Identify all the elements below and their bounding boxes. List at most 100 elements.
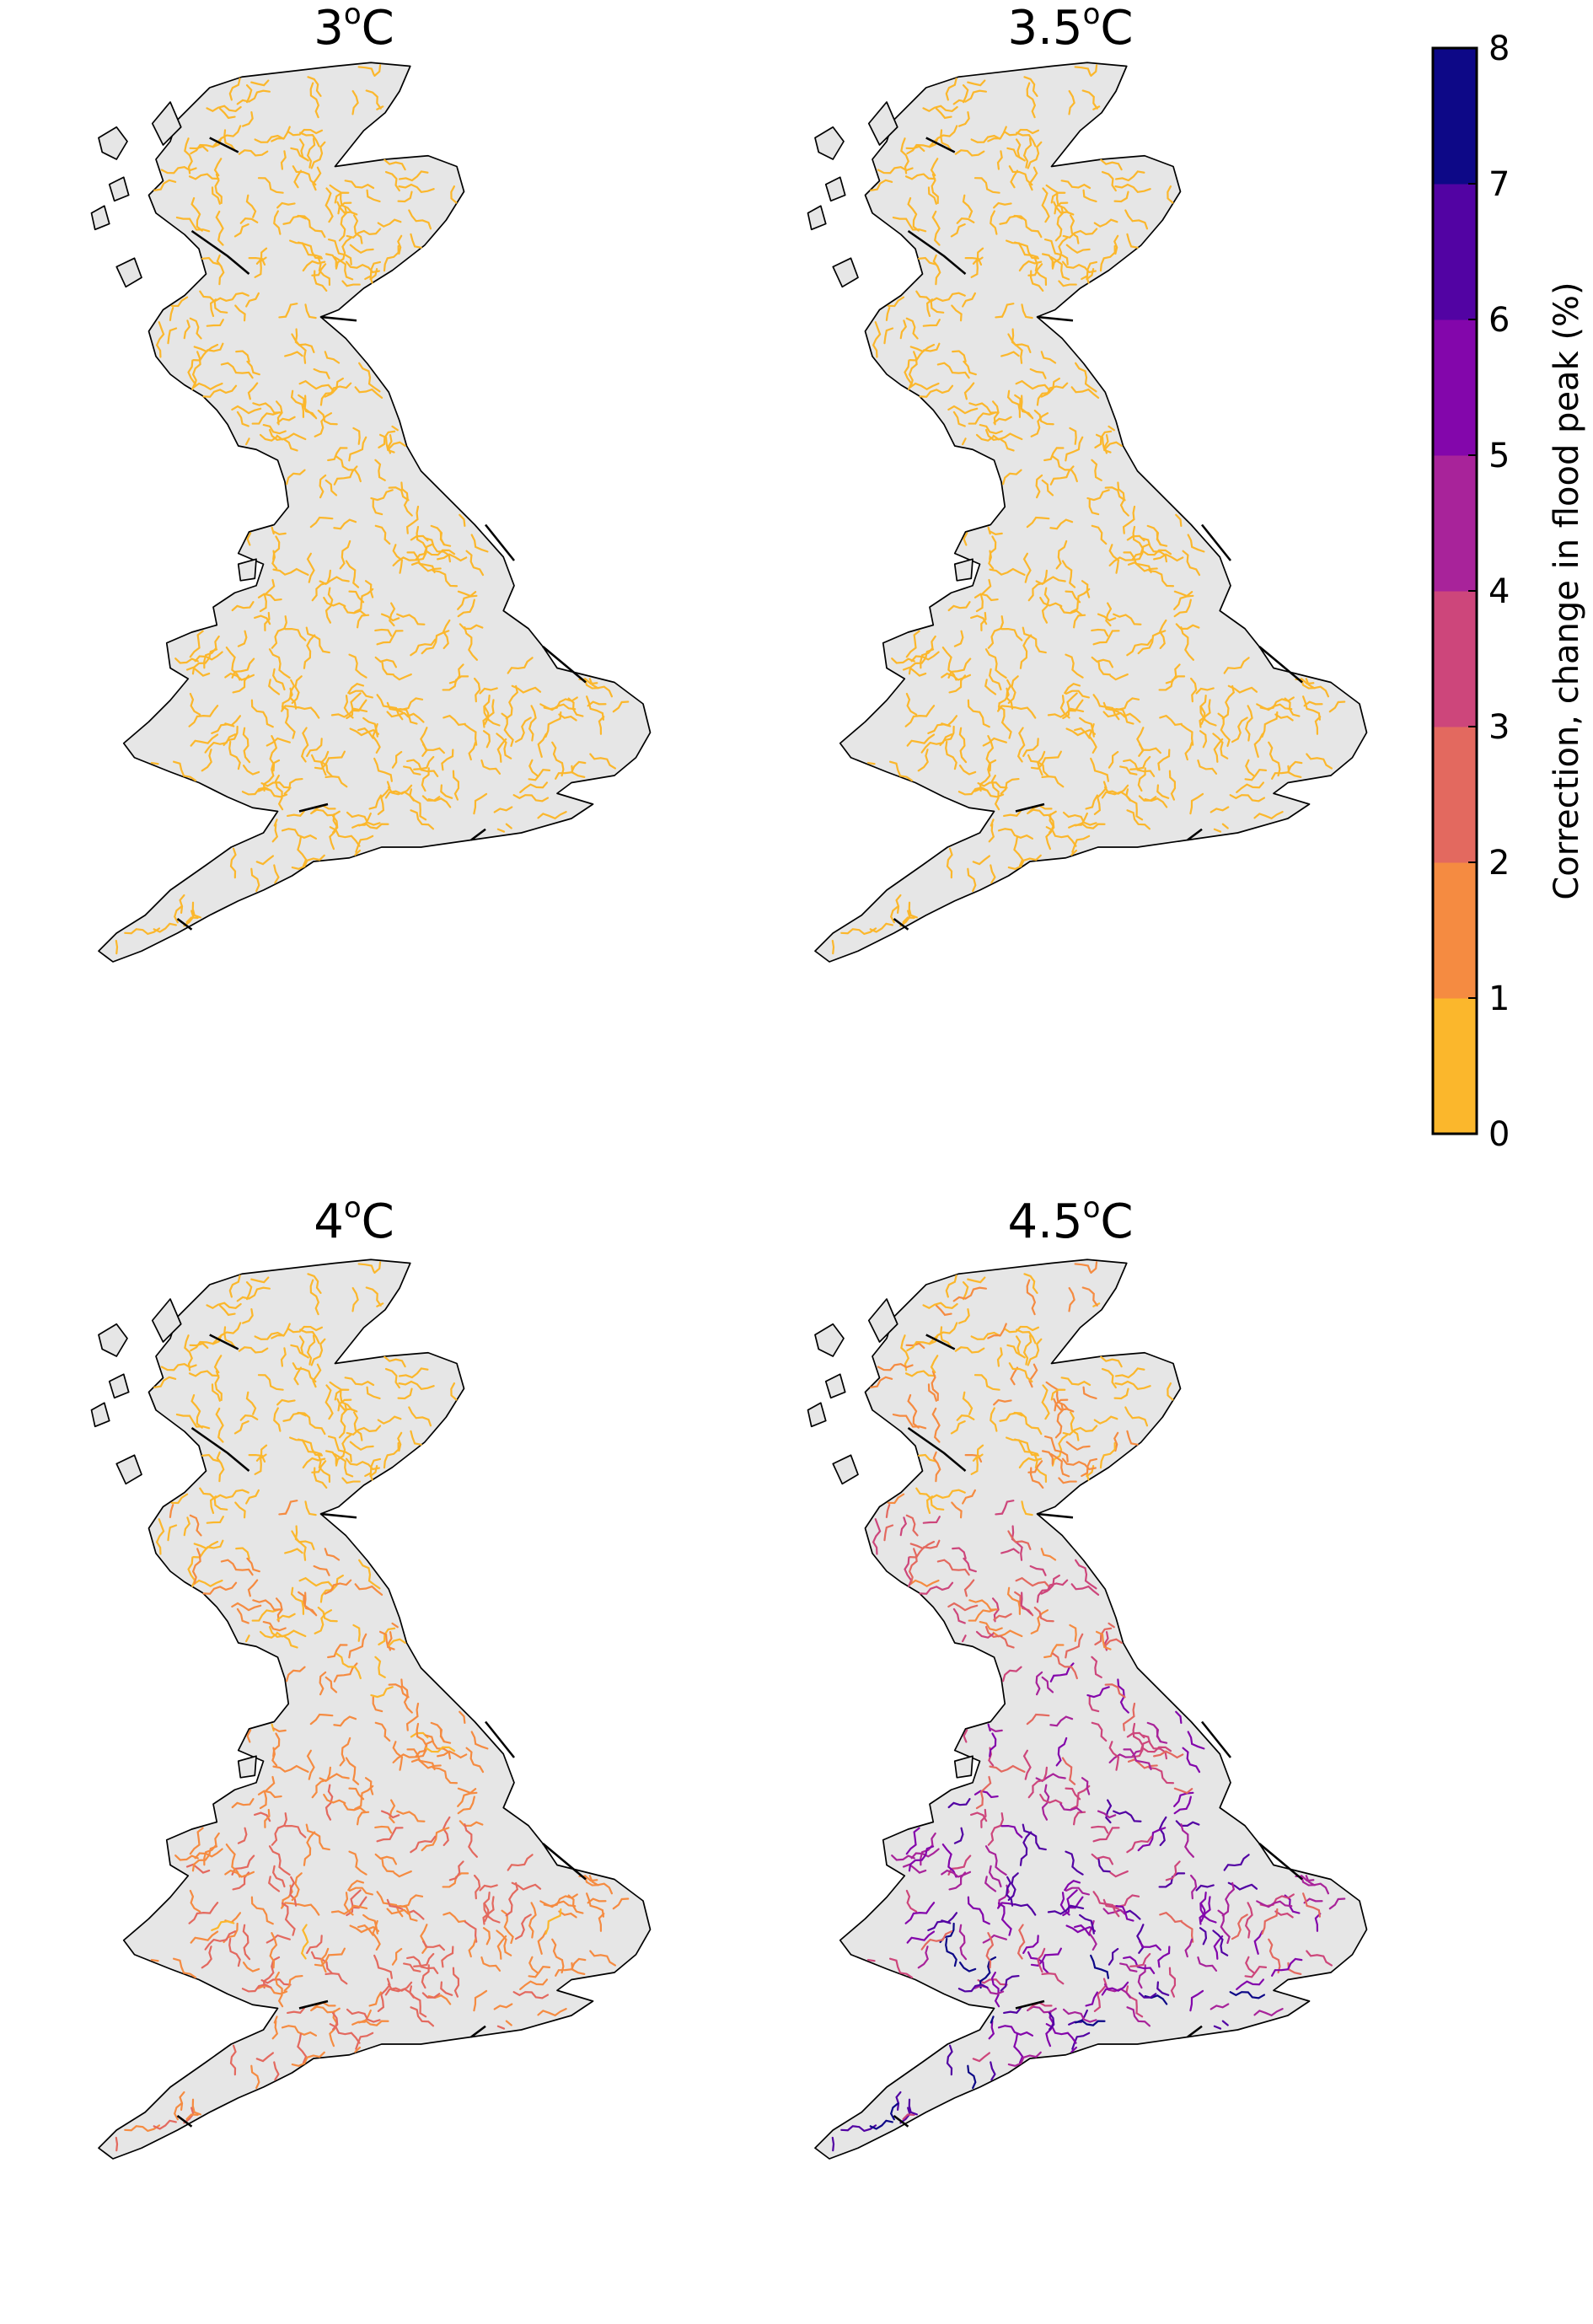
river-segment [493, 2003, 513, 2010]
river-segment [870, 1376, 893, 1388]
river-segment [225, 1844, 241, 1878]
river-segment [358, 2019, 389, 2026]
river-segment [218, 107, 236, 120]
river-segment [496, 733, 512, 759]
river-segment [268, 428, 298, 452]
river-segment [349, 727, 380, 737]
river-segment [957, 786, 989, 796]
river-segment [254, 1331, 285, 1340]
river-segment [370, 489, 394, 502]
river-segment [1118, 1962, 1138, 1972]
river-segment [974, 1984, 1005, 1995]
river-segment [1175, 1710, 1183, 1724]
river-segment [990, 2061, 996, 2081]
river-segment [381, 1858, 394, 1873]
river-segment [298, 379, 334, 391]
river-segment [612, 1897, 630, 1910]
river-segment [272, 1764, 309, 1774]
river-segment [915, 1487, 945, 1511]
river-segment [1114, 170, 1145, 182]
river-segment [947, 1602, 979, 1612]
river-segment [1027, 1951, 1049, 1974]
river-segment [528, 759, 539, 777]
river-segment [251, 411, 281, 425]
river-segment [1126, 2006, 1151, 2027]
river-segment [866, 1958, 876, 1962]
river-segment [967, 1276, 986, 1284]
river-segment [1041, 479, 1054, 496]
river-segment [1020, 394, 1032, 418]
river-segment [416, 543, 434, 561]
river-segment [587, 1897, 607, 1904]
river-segment [505, 823, 512, 829]
river-segment [1229, 794, 1266, 802]
river-segment [339, 1736, 351, 1767]
river-segment [353, 1411, 363, 1441]
colorbar-bin-7 [1433, 48, 1477, 185]
river-segment [257, 593, 282, 602]
river-segment [1102, 701, 1120, 713]
river-segment [482, 730, 491, 749]
river-segment [1108, 1947, 1119, 1966]
river-segment [1108, 1749, 1144, 1763]
river-segment [586, 1892, 605, 1918]
river-segment [1182, 1747, 1201, 1774]
river-segment [1097, 661, 1111, 676]
river-segment [945, 1937, 957, 1967]
river-segment [1028, 1363, 1038, 1388]
river-segment [1041, 253, 1054, 269]
river-segment [374, 628, 393, 637]
river-segment [410, 1430, 422, 1446]
river-segment [946, 847, 953, 879]
river-segment [473, 792, 488, 815]
river-segment [990, 864, 996, 884]
river-segment [519, 1978, 549, 1990]
river-segment [343, 695, 354, 719]
river-segment [297, 706, 320, 719]
river-segment [963, 532, 968, 546]
river-segment [908, 1845, 935, 1872]
river-segment [236, 1286, 271, 1302]
river-segment [357, 1924, 374, 1936]
river-segment [899, 2107, 911, 2124]
river-segment [1071, 835, 1091, 853]
river-segment [245, 1391, 257, 1415]
river-segment [870, 179, 893, 191]
river-segment [956, 1414, 975, 1421]
river-segment [920, 1930, 953, 1951]
river-segment [984, 648, 1007, 679]
river-segment [997, 828, 1033, 840]
river-segment [990, 818, 995, 827]
river-segment [333, 1715, 357, 1727]
river-segment [421, 795, 441, 802]
river-segment [298, 1576, 334, 1588]
river-segment [1124, 209, 1149, 230]
river-segment [1068, 812, 1088, 829]
river-segment [244, 1634, 250, 1643]
river-segment [245, 1281, 253, 1301]
river-segment [309, 82, 320, 119]
river-segment [918, 256, 937, 266]
river-segment [1091, 524, 1108, 545]
river-segment [239, 1414, 259, 1421]
river-segment [1123, 712, 1141, 723]
river-segment [311, 263, 327, 276]
river-segment [391, 1947, 403, 1966]
river-segment [1268, 741, 1281, 777]
river-segment [922, 319, 941, 327]
river-segment [1109, 673, 1129, 681]
river-segment [257, 1984, 288, 1995]
river-segment [1049, 1715, 1074, 1727]
river-segment [393, 1870, 412, 1878]
river-segment [300, 727, 309, 763]
river-segment [958, 727, 968, 764]
river-segment [215, 1407, 224, 1443]
river-segment [354, 2046, 362, 2053]
river-segment [493, 806, 513, 813]
river-segment [1127, 561, 1158, 572]
river-segment [990, 1407, 998, 1432]
river-segment [1157, 749, 1171, 771]
river-segment [1213, 2025, 1222, 2030]
river-segment [247, 1579, 259, 1597]
river-segment [272, 1732, 281, 1758]
